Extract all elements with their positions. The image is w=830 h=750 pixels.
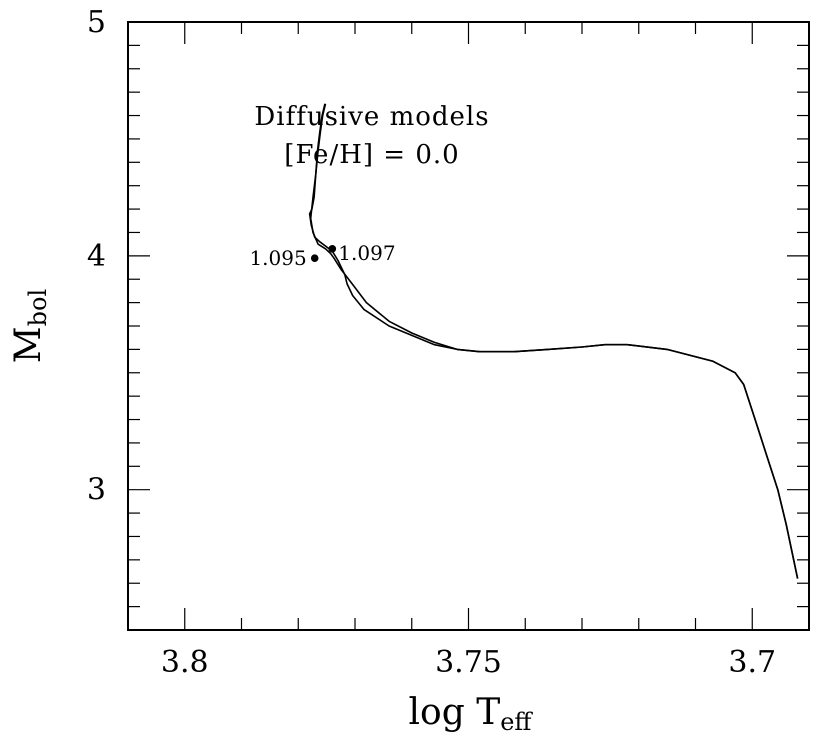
point-marker — [310, 254, 319, 262]
annotation-line-2: [Fe/H] = 0.0 — [284, 140, 459, 170]
y-tick-label: 4 — [87, 239, 106, 274]
x-tick-labels: 3.8 3.75 3.7 — [161, 645, 776, 680]
x-tick-label: 3.8 — [161, 645, 209, 680]
point-label: 1.097 — [338, 241, 395, 265]
y-tick-labels: 3 4 5 — [87, 5, 106, 508]
tick-marks — [127, 21, 810, 631]
y-tick-label: 3 — [87, 473, 106, 508]
y-tick-label: 5 — [87, 5, 106, 40]
x-tick-label: 3.7 — [728, 645, 776, 680]
x-axis-label: log Teff — [409, 692, 534, 736]
track-line — [308, 103, 799, 579]
evolutionary-tracks — [308, 103, 799, 579]
annotation-line-1: Diffusive models — [254, 102, 489, 132]
y-axis-label: Mbol — [8, 289, 52, 363]
track-line — [309, 103, 799, 579]
x-tick-label: 3.75 — [435, 645, 502, 680]
point-label: 1.095 — [249, 246, 306, 270]
marked-points: 1.095 1.097 — [249, 241, 395, 270]
point-marker — [328, 245, 337, 253]
